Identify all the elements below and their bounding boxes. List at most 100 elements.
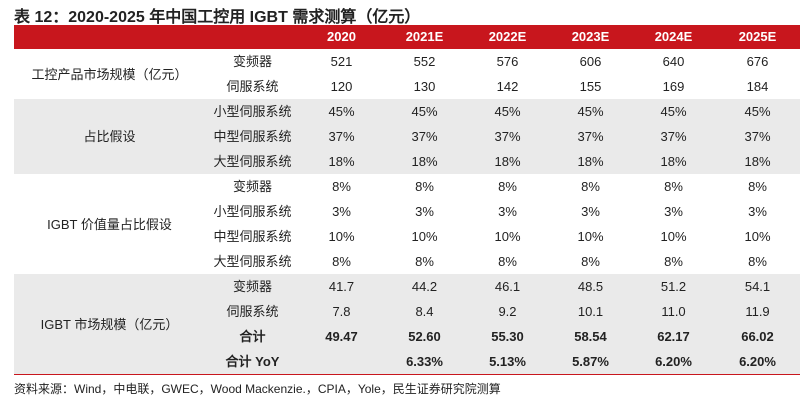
row-label: 合计 YoY [205,349,300,374]
value-cell: 66.02 [715,324,800,349]
value-cell: 8% [748,254,767,269]
table-row: 大型伺服系统 8% 8% 8% 8% 8% 8% [14,249,800,274]
value-cell: 45% [300,99,383,124]
value-cell: 120 [330,79,353,94]
table-row: 小型伺服系统 3% 3% 3% 3% 3% 3% [14,199,800,224]
table-body: 工控产品市场规模（亿元） 变频器 521 552 576 606 640 676 伺服系统 120… [14,49,800,374]
value-cell: 18% [632,149,715,174]
section-label: 工控产品市场规模（亿元） [31,66,188,82]
section-label: 占比假设 [14,99,205,174]
value-cell: 11.0 [632,299,715,324]
row-label: 小型伺服系统 [213,204,292,219]
value-cell: 3% [664,204,683,219]
value-cell: 640 [662,54,685,69]
section-label: IGBT 价值量占比假设 [47,216,172,232]
value-cell: 45% [632,99,715,124]
igbt-demand-table: 2020 2021E 2022E 2023E 2024E 2025E 工控产品市… [14,25,800,374]
value-cell: 3% [748,204,767,219]
table-row: 伺服系统 7.8 8.4 9.2 10.1 11.0 11.9 [14,299,800,324]
value-cell: 3% [415,204,434,219]
value-cell: 37% [632,124,715,149]
row-label: 变频器 [205,274,300,299]
value-cell: 521 [330,54,353,69]
value-cell: 3% [498,204,517,219]
value-cell: 41.7 [300,274,383,299]
row-label: 中型伺服系统 [205,124,300,149]
value-cell: 155 [579,79,602,94]
table-row: 大型伺服系统 18% 18% 18% 18% 18% 18% [14,149,800,174]
value-cell: 52.60 [383,324,466,349]
header-year: 2025E [715,25,800,49]
header-year: 2021E [383,25,466,49]
row-label: 变频器 [232,179,272,194]
value-cell: 8% [415,254,434,269]
value-cell: 6.33% [383,349,466,374]
value-cell: 184 [746,79,769,94]
value-cell: 62.17 [632,324,715,349]
value-cell: 8% [332,179,351,194]
table-row: 中型伺服系统 37% 37% 37% 37% 37% 37% [14,124,800,149]
value-cell: 44.2 [383,274,466,299]
table-row: 工控产品市场规模（亿元） 变频器 521 552 576 606 640 676 [14,49,800,82]
header-year: 2024E [632,25,715,49]
value-cell: 8% [581,179,600,194]
value-cell: 8% [581,254,600,269]
table-row: IGBT 市场规模（亿元） 变频器 41.7 44.2 46.1 48.5 51.2 54.1 [14,274,800,374]
value-cell [300,349,383,374]
value-cell: 37% [715,124,800,149]
value-cell: 606 [579,54,602,69]
value-cell: 8% [664,179,683,194]
row-label: 变频器 [232,54,272,69]
value-cell: 9.2 [466,299,549,324]
value-cell: 18% [383,149,466,174]
value-cell: 8% [664,254,683,269]
value-cell: 10% [328,229,355,244]
row-label: 合计 [205,324,300,349]
header-corner [14,25,205,49]
value-cell: 18% [549,149,632,174]
value-cell: 8% [748,179,767,194]
value-cell: 10% [411,229,438,244]
value-cell: 142 [496,79,519,94]
value-cell: 5.87% [549,349,632,374]
value-cell: 37% [383,124,466,149]
header-corner-sub [205,25,300,49]
value-cell: 8% [332,254,351,269]
value-cell: 49.47 [300,324,383,349]
value-cell: 3% [332,204,351,219]
row-label: 大型伺服系统 [205,149,300,174]
header-year: 2022E [466,25,549,49]
table-row: 合计 49.47 52.60 55.30 58.54 62.17 66.02 [14,324,800,349]
value-cell: 55.30 [466,324,549,349]
value-cell: 8.4 [383,299,466,324]
value-cell: 10% [744,229,771,244]
value-cell: 5.13% [466,349,549,374]
value-cell: 10% [494,229,521,244]
value-cell: 8% [498,254,517,269]
source-note: 资料来源：Wind，中电联，GWEC，Wood Mackenzie.，CPIA，… [14,382,501,396]
value-cell: 6.20% [715,349,800,374]
value-cell: 552 [413,54,436,69]
row-label: 中型伺服系统 [213,229,292,244]
table-row: 合计 YoY 6.33% 5.13% 5.87% 6.20% 6.20% [14,349,800,374]
value-cell: 10% [577,229,604,244]
value-cell: 10.1 [549,299,632,324]
value-cell: 37% [300,124,383,149]
row-label: 伺服系统 [226,79,279,94]
header-year: 2023E [549,25,632,49]
table-row: IGBT 价值量占比假设 变频器 8% 8% 8% 8% 8% 8% [14,174,800,232]
value-cell: 58.54 [549,324,632,349]
value-cell: 8% [415,179,434,194]
table-row: 占比假设 小型伺服系统 45% 45% 45% 45% 45% 45% [14,99,800,174]
header-year: 2020 [300,25,383,49]
value-cell: 45% [549,99,632,124]
row-label: 小型伺服系统 [205,99,300,124]
value-cell: 45% [715,99,800,124]
table-title: 表 12：2020-2025 年中国工控用 IGBT 需求测算（亿元） [14,9,421,26]
value-cell: 10% [660,229,687,244]
value-cell: 48.5 [549,274,632,299]
value-cell: 576 [496,54,519,69]
header-row: 2020 2021E 2022E 2023E 2024E 2025E [14,25,800,49]
value-cell: 45% [383,99,466,124]
row-label: 伺服系统 [205,299,300,324]
